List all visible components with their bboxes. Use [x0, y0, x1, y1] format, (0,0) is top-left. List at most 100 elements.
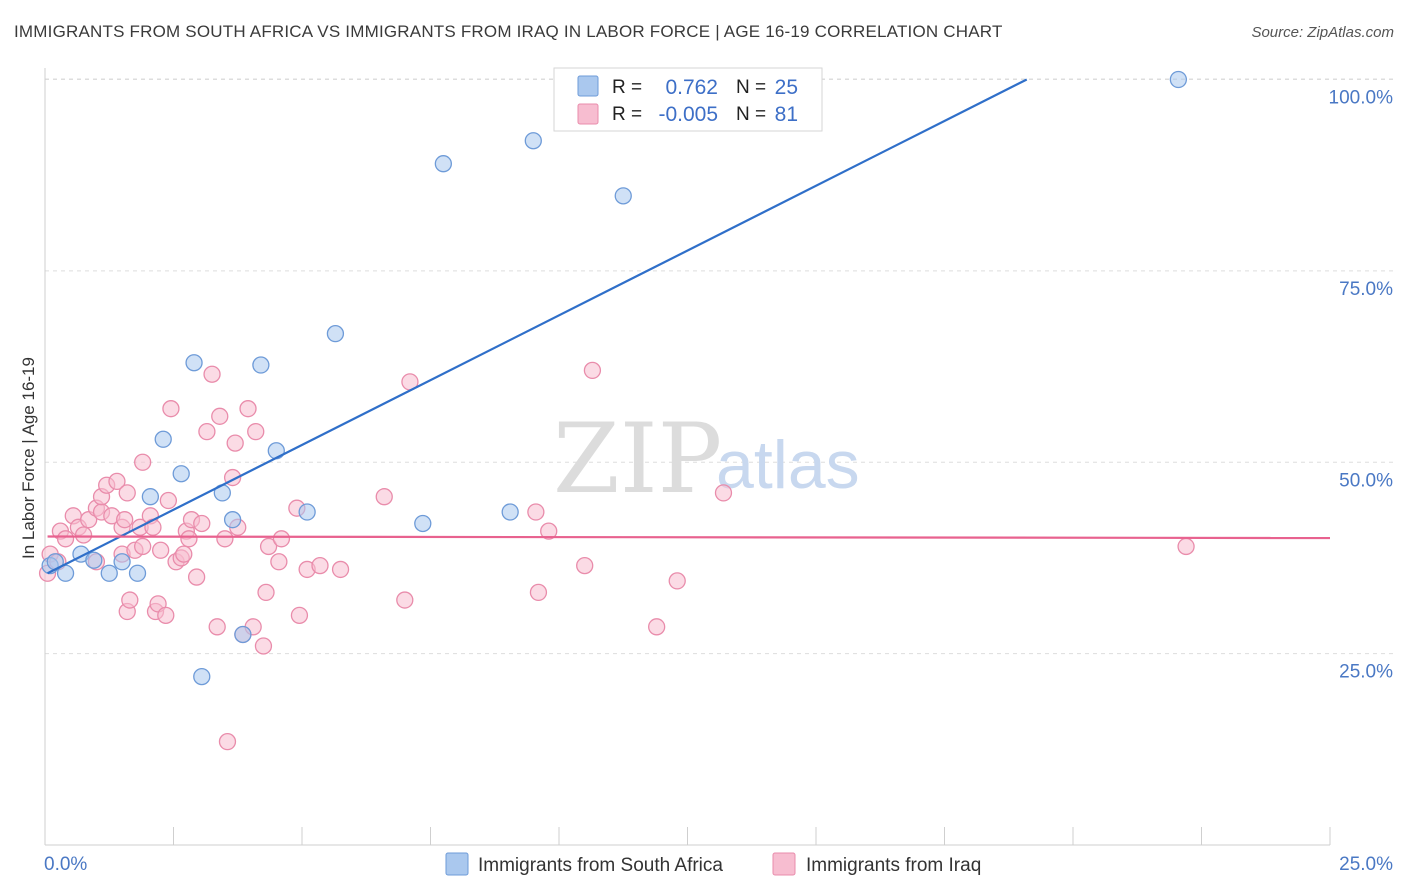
iraq-points	[38, 361, 1195, 751]
south-africa-point	[501, 503, 519, 521]
iraq-point	[583, 361, 602, 380]
iraq-point	[529, 583, 548, 602]
iraq-point	[118, 484, 136, 502]
iraq-point	[187, 568, 206, 586]
stats-r-label: R =	[612, 104, 642, 125]
iraq-point	[162, 400, 180, 418]
iraq-point	[193, 514, 211, 533]
south-africa-point	[193, 667, 211, 686]
y-tick-label: 75.0%	[1339, 279, 1393, 300]
iraq-point	[540, 522, 558, 540]
y-tick-label: 100.0%	[1329, 88, 1394, 109]
x-tick-label-min: 0.0%	[44, 854, 87, 875]
iraq-point	[259, 537, 278, 556]
stats-swatch-pink	[577, 103, 599, 125]
stats-box: R = 0.762 N = 25 R = -0.005 N = 81	[553, 67, 823, 132]
iraq-point	[668, 572, 686, 590]
south-africa-point	[326, 324, 345, 343]
south-africa-point	[434, 155, 453, 173]
stats-n-label: N =	[736, 77, 766, 98]
watermark-zip: ZIP	[553, 403, 722, 515]
iraq-point	[151, 541, 170, 559]
watermark-atlas: atlas	[716, 427, 860, 503]
iraq-point	[134, 453, 152, 471]
axes-layer	[44, 68, 1331, 846]
iraq-point	[159, 491, 178, 510]
grid-layer	[45, 78, 1393, 655]
legend-label-south-africa: Immigrants from South Africa	[478, 855, 723, 876]
south-africa-point	[128, 564, 147, 582]
south-africa-point	[223, 511, 242, 529]
south-africa-point	[614, 187, 632, 205]
south-africa-point	[100, 564, 118, 582]
stats-n-value: 25	[775, 76, 798, 99]
iraq-point	[216, 530, 234, 548]
iraq-trend-line	[47, 535, 1331, 540]
iraq-point	[375, 488, 393, 506]
chart-title: IMMIGRANTS FROM SOUTH AFRICA VS IMMIGRAN…	[14, 22, 1003, 41]
iraq-point	[218, 733, 237, 751]
iraq-point	[226, 434, 244, 452]
stats-n-label: N =	[736, 104, 766, 125]
iraq-point	[311, 556, 329, 575]
south-africa-point	[252, 356, 270, 374]
legend-swatch-south-africa	[445, 852, 469, 876]
y-tick-label: 25.0%	[1339, 662, 1393, 683]
iraq-point	[257, 583, 275, 602]
iraq-point	[74, 526, 93, 544]
x-tick-label-max: 25.0%	[1339, 854, 1393, 875]
iraq-point	[157, 606, 175, 624]
south-africa-point	[267, 442, 285, 460]
iraq-point	[198, 422, 216, 441]
y-tick-labels: 25.0% 50.0% 75.0% 100.0%	[1329, 88, 1394, 683]
stats-r-value: 0.762	[665, 76, 718, 99]
iraq-point	[714, 484, 733, 502]
legend: Immigrants from South Africa Immigrants …	[445, 852, 981, 876]
stats-box-frame	[553, 67, 823, 132]
south-africa-point	[154, 430, 172, 448]
iraq-point	[239, 400, 257, 418]
source-credit: Source: ZipAtlas.com	[1251, 24, 1394, 41]
iraq-point	[1177, 537, 1195, 556]
y-tick-label: 50.0%	[1339, 470, 1393, 491]
iraq-point	[396, 591, 414, 609]
iraq-point	[208, 618, 226, 636]
south-africa-point	[141, 488, 160, 506]
iraq-point	[180, 530, 198, 548]
iraq-point	[175, 545, 193, 563]
iraq-point	[648, 618, 666, 636]
stats-n-value: 81	[775, 103, 798, 126]
iraq-point	[108, 472, 126, 491]
iraq-point	[527, 503, 545, 521]
iraq-point	[576, 556, 594, 575]
south-africa-point	[113, 553, 131, 571]
trend-lines	[47, 78, 1331, 575]
stats-swatch-blue	[577, 75, 599, 97]
south-africa-point	[234, 625, 252, 644]
iraq-point	[211, 407, 229, 425]
iraq-point	[331, 560, 350, 579]
y-axis-title: In Labor Force | Age 16-19	[19, 357, 38, 559]
stats-r-value: -0.005	[658, 103, 718, 126]
iraq-point	[134, 537, 152, 556]
south-africa-point	[85, 551, 103, 569]
south-africa-point	[1169, 70, 1188, 89]
iraq-point	[272, 530, 291, 548]
south-africa-point	[172, 465, 190, 483]
iraq-point	[247, 422, 265, 441]
legend-label-iraq: Immigrants from Iraq	[806, 855, 981, 876]
south-africa-point	[185, 354, 203, 372]
south-africa-point	[414, 514, 432, 533]
south-africa-point	[524, 132, 542, 150]
iraq-point	[121, 591, 139, 609]
south-africa-trend-line	[47, 78, 1028, 575]
legend-swatch-iraq	[772, 852, 796, 876]
iraq-point	[290, 606, 309, 624]
iraq-point	[56, 530, 75, 548]
iraq-point	[116, 511, 134, 529]
south-africa-point	[298, 503, 316, 521]
iraq-point	[254, 637, 273, 655]
stats-r-label: R =	[612, 77, 642, 98]
iraq-point	[270, 553, 288, 571]
